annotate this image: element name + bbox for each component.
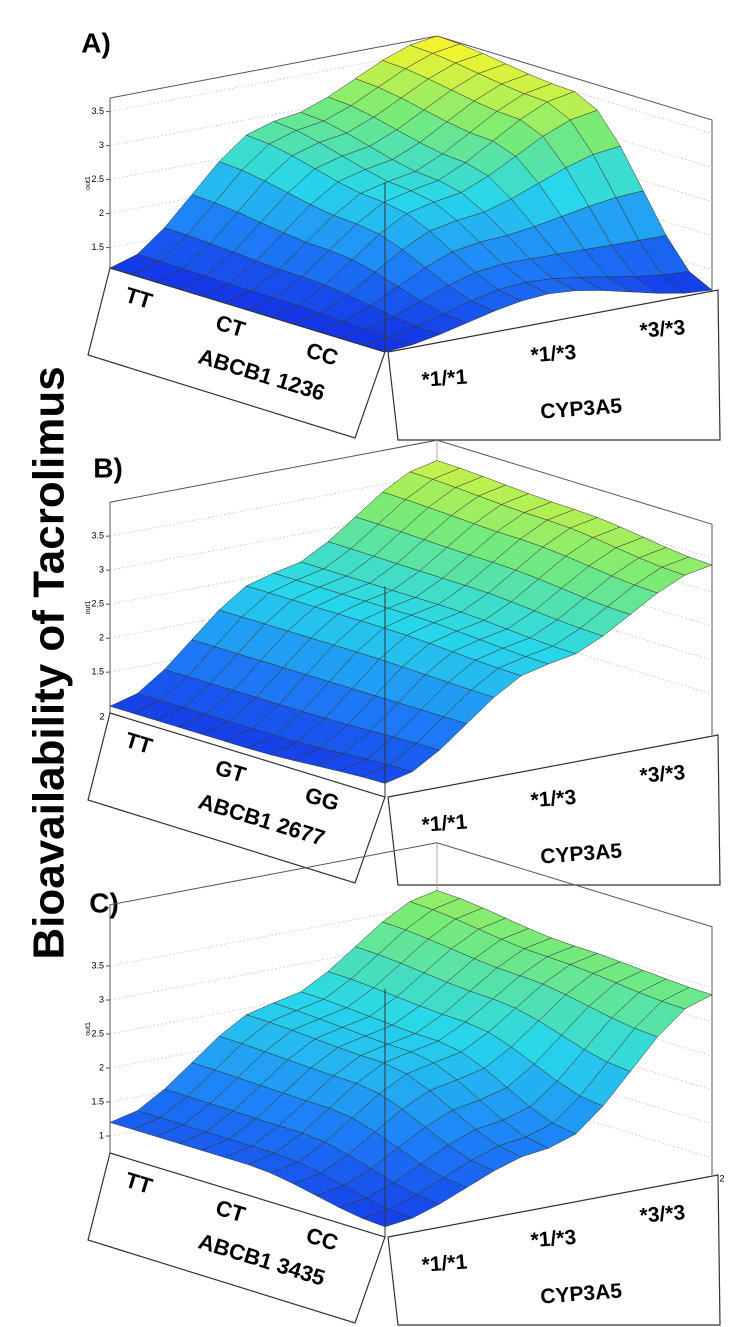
z-axis-label: out1	[85, 176, 92, 190]
x-axis-box	[87, 1152, 386, 1324]
y-category-label: *1/*3	[530, 341, 577, 367]
z-tick-label: 2.5	[91, 599, 104, 609]
z-tick-label: 1	[99, 1130, 104, 1140]
panel-label: B)	[93, 452, 123, 483]
z-axis-label: out1	[85, 601, 92, 615]
z-tick-label: 1.5	[91, 667, 104, 677]
z-tick-label: 3	[99, 140, 104, 150]
z-tick-label: 1.5	[91, 1096, 104, 1106]
y-category-label: *3/*3	[639, 316, 686, 342]
y-category-label: *1/*1	[421, 1251, 468, 1277]
y-axis-box	[387, 734, 721, 886]
z-tick-label: 2	[99, 1062, 104, 1072]
y-category-label: *1/*1	[421, 366, 468, 392]
surface-patch	[361, 764, 414, 784]
y-category-label: *3/*3	[639, 761, 686, 787]
z-tick-label: 3	[99, 994, 104, 1004]
surface-patch	[361, 1209, 414, 1228]
panel-label: C)	[89, 887, 119, 918]
panel-label: A)	[81, 27, 111, 58]
z-tick-label: 3.5	[91, 960, 104, 970]
y-axis-box	[387, 1174, 721, 1326]
y-category-label: *3/*3	[639, 1201, 686, 1227]
z-axis-label: out1	[85, 1022, 92, 1036]
z-tick-label: 2	[99, 208, 104, 218]
z-tick-label: 3	[99, 565, 104, 575]
y-category-label: *1/*1	[421, 811, 468, 837]
x-axis-box	[87, 267, 386, 439]
z-tick-label: 2.5	[91, 174, 104, 184]
y-category-label: *1/*3	[530, 1226, 577, 1252]
y-category-label: *1/*3	[530, 786, 577, 812]
corner-tick-label: 2	[99, 711, 104, 721]
z-tick-label: 3.5	[91, 106, 104, 116]
figure-label: Bioavailability of Tacrolimus	[25, 366, 74, 959]
z-tick-label: 2	[99, 633, 104, 643]
z-tick-label: 2.5	[91, 1028, 104, 1038]
y-axis-box	[387, 289, 721, 441]
x-axis-box	[87, 712, 386, 884]
corner-tick-label: 2	[719, 1173, 724, 1183]
z-tick-label: 3.5	[91, 531, 104, 541]
z-tick-label: 1.5	[91, 242, 104, 252]
